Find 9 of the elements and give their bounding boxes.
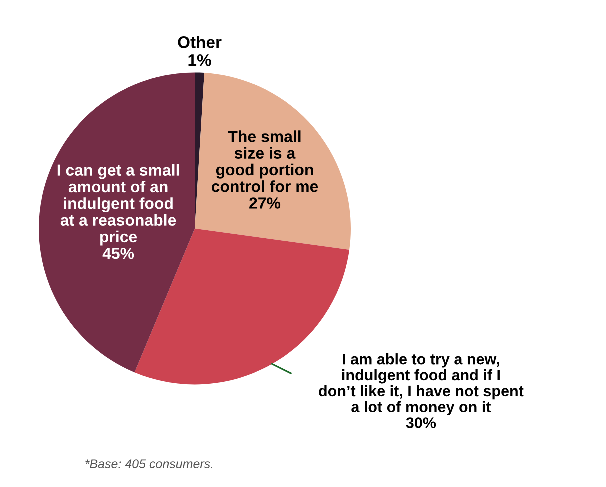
data-label: 30% [406,418,436,428]
slice-label: The small size is a good portion control for me [212,130,318,192]
slice-label: I can get a small amount of an indulgent food at a reasonable price [58,164,180,246]
data-label: 27% [250,198,281,209]
slice-label: I am able to try a new, indulgent food and if I don’t like it, I have not spent a lot of money on it [319,354,524,416]
data-label: 45% [102,248,134,260]
text: *Base: 405 consumers. [86,460,213,468]
data-label: 1% [188,54,212,66]
slice-label: Other [178,36,222,48]
